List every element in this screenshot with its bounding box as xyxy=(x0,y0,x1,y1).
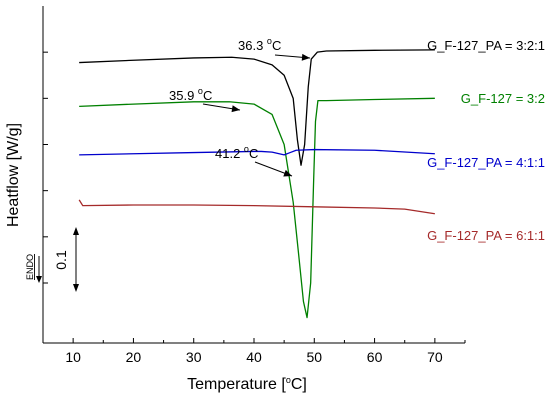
endo-arrow-head xyxy=(36,276,42,283)
peak-annotations: 36.3 oC 35.9 oC 41.2 oC xyxy=(169,36,311,177)
series-line-g-f-127-pa-3-2-1 xyxy=(79,49,435,166)
series-label-g-f-127-pa-6-1-1: G_F-127_PA = 6:1:1 xyxy=(427,228,545,243)
y-axis-title: Heatflow [W/g] xyxy=(5,123,22,227)
series-label-g-f-127-pa-3-2-1: G_F-127_PA = 3:2:1 xyxy=(427,38,545,53)
axes xyxy=(42,6,465,344)
series-line-g-f-127-pa-4-1-1 xyxy=(79,148,435,156)
series-line-g-f-127-pa-6-1-1 xyxy=(78,199,435,215)
peak-annotation-label: 36.3 oC xyxy=(238,36,281,53)
x-tick-label: 50 xyxy=(306,349,322,365)
series-label-g-f-127-3-2: G_F-127 = 3:2 xyxy=(461,91,545,106)
endo-label: ENDO xyxy=(25,254,35,280)
scale-bar-arrow-down xyxy=(73,284,79,292)
peak-annotation-arrowhead xyxy=(301,53,310,61)
x-tick-label: 10 xyxy=(65,349,81,365)
peak-annotation-label: 41.2 oC xyxy=(215,144,258,161)
peak-annotation-arrowhead xyxy=(231,105,240,113)
series-labels: G_F-127_PA = 3:2:1 G_F-127 = 3:2 G_F-127_P… xyxy=(427,38,545,243)
peak-annotation-label: 35.9 oC xyxy=(169,86,212,103)
series-label-g-f-127-pa-4-1-1: G_F-127_PA = 4:1:1 xyxy=(427,155,545,170)
y-ticks xyxy=(43,51,48,284)
x-tick-label: 20 xyxy=(126,349,142,365)
scale-bar: 0.1 xyxy=(53,227,79,292)
x-tick-label: 60 xyxy=(367,349,383,365)
scale-bar-arrow-up xyxy=(73,227,79,235)
scale-bar-label: 0.1 xyxy=(53,250,69,270)
series-line-g-f-127-3-2 xyxy=(79,97,435,319)
x-tick-label: 40 xyxy=(246,349,262,365)
peak-annotation-arrowhead xyxy=(283,169,292,177)
x-tick-label: 30 xyxy=(186,349,202,365)
x-ticks: 10 20 30 40 50 60 70 xyxy=(65,338,466,365)
x-axis-title: Temperature [oC] xyxy=(187,375,307,393)
series-lines xyxy=(78,49,435,319)
endo-indicator: ENDO xyxy=(25,254,42,283)
x-tick-label: 70 xyxy=(427,349,443,365)
